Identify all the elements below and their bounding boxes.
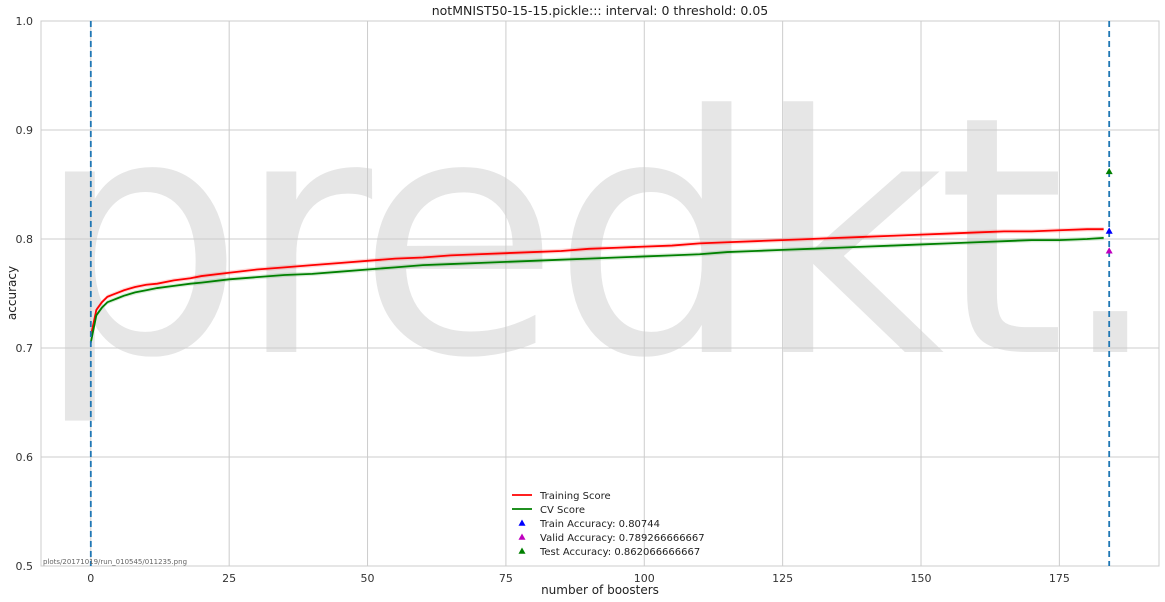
y-tick-label-2: 0.7 <box>16 342 34 355</box>
plot-area <box>40 20 1160 567</box>
y-tick-label-1: 0.6 <box>16 451 34 464</box>
x-tick-labels: 0 25 50 75 100 125 150 175 <box>87 572 1070 585</box>
x-tick-label-2: 50 <box>361 572 375 585</box>
accuracy-marker-2 <box>1105 167 1113 175</box>
legend: Training Score CV Score Train Accuracy: 0.… <box>512 491 705 558</box>
accuracy-marker-0 <box>1105 227 1113 234</box>
accuracy-markers <box>1105 167 1113 254</box>
series-lines <box>89 228 1104 343</box>
legend-point-label-0: Train Accuracy: 0.80744 <box>539 519 660 530</box>
y-tick-label-3: 0.8 <box>16 233 34 246</box>
y-tick-labels: 0.5 0.6 0.7 0.8 0.9 1.0 <box>16 15 34 573</box>
legend-marker-0 <box>518 519 526 526</box>
x-tick-label-5: 125 <box>772 572 793 585</box>
y-tick-label-0: 0.5 <box>16 560 34 573</box>
series-line-0 <box>89 228 1104 337</box>
y-axis-label: accuracy <box>5 266 19 320</box>
vertical-reference-lines <box>89 21 1111 566</box>
chart-title: notMNIST50-15-15.pickle::: interval: 0 t… <box>432 3 769 18</box>
legend-marker-2 <box>518 547 526 554</box>
y-tick-label-5: 1.0 <box>16 15 34 28</box>
footnote: plots/20171019/run_010545/011235.png <box>43 558 187 566</box>
accuracy-marker-1 <box>1105 247 1113 254</box>
legend-marker-1 <box>518 533 526 540</box>
legend-label-1: CV Score <box>540 505 585 516</box>
x-axis-label: number of boosters <box>541 583 659 597</box>
watermark: predkt.io <box>35 46 1165 430</box>
y-tick-label-4: 0.9 <box>16 124 34 137</box>
legend-point-label-2: Test Accuracy: 0.862066666667 <box>539 547 700 558</box>
x-tick-label-4: 100 <box>634 572 655 585</box>
legend-label-0: Training Score <box>539 491 611 502</box>
x-tick-label-3: 75 <box>499 572 513 585</box>
x-tick-label-7: 175 <box>1049 572 1070 585</box>
series-line-1 <box>89 237 1104 343</box>
legend-point-label-1: Valid Accuracy: 0.789266666667 <box>540 533 705 544</box>
x-tick-label-6: 150 <box>911 572 932 585</box>
x-tick-label-0: 0 <box>87 572 94 585</box>
x-tick-label-1: 25 <box>222 572 236 585</box>
